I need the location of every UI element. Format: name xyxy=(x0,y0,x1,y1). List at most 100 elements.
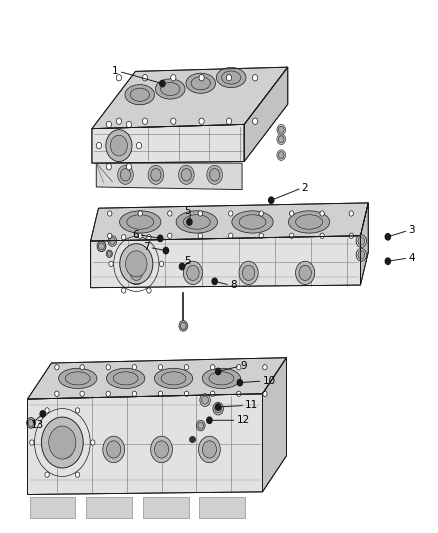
Circle shape xyxy=(215,404,221,410)
Text: 5: 5 xyxy=(184,256,191,266)
Circle shape xyxy=(151,168,161,181)
Circle shape xyxy=(159,261,164,266)
Circle shape xyxy=(277,150,286,160)
Circle shape xyxy=(108,233,112,238)
Circle shape xyxy=(116,118,121,124)
Circle shape xyxy=(158,391,162,397)
Circle shape xyxy=(147,235,151,240)
Circle shape xyxy=(168,211,172,216)
Circle shape xyxy=(30,440,34,445)
Circle shape xyxy=(136,142,141,149)
Circle shape xyxy=(226,75,232,81)
Ellipse shape xyxy=(130,88,149,101)
Circle shape xyxy=(356,235,367,247)
Circle shape xyxy=(349,211,353,216)
Circle shape xyxy=(263,365,267,370)
Ellipse shape xyxy=(184,215,210,229)
Circle shape xyxy=(142,75,148,81)
Circle shape xyxy=(91,440,95,445)
Circle shape xyxy=(155,441,169,458)
Ellipse shape xyxy=(222,71,241,84)
Ellipse shape xyxy=(155,79,185,99)
Circle shape xyxy=(279,152,284,159)
Polygon shape xyxy=(92,67,288,128)
Circle shape xyxy=(40,411,46,417)
Circle shape xyxy=(268,197,274,204)
Ellipse shape xyxy=(65,372,90,385)
Polygon shape xyxy=(96,163,242,190)
Text: 10: 10 xyxy=(262,376,276,386)
Circle shape xyxy=(184,391,189,397)
Circle shape xyxy=(27,418,35,428)
Text: 7: 7 xyxy=(143,243,149,253)
Circle shape xyxy=(110,135,127,156)
Ellipse shape xyxy=(125,85,155,105)
Circle shape xyxy=(198,436,220,463)
Polygon shape xyxy=(91,203,368,241)
Circle shape xyxy=(263,391,267,397)
Circle shape xyxy=(121,288,126,293)
Circle shape xyxy=(45,408,49,413)
Circle shape xyxy=(132,391,137,397)
Circle shape xyxy=(158,235,163,241)
Circle shape xyxy=(49,426,76,459)
Circle shape xyxy=(198,233,202,238)
Circle shape xyxy=(196,420,205,431)
Circle shape xyxy=(211,391,215,397)
Circle shape xyxy=(207,417,212,423)
Circle shape xyxy=(106,122,112,128)
Text: 3: 3 xyxy=(408,225,415,236)
Ellipse shape xyxy=(120,211,161,233)
Circle shape xyxy=(42,417,83,468)
Ellipse shape xyxy=(186,73,215,93)
Circle shape xyxy=(171,118,176,124)
Ellipse shape xyxy=(216,68,246,87)
Circle shape xyxy=(55,365,59,370)
Circle shape xyxy=(215,405,222,413)
Text: 13: 13 xyxy=(31,419,44,430)
Circle shape xyxy=(106,130,132,161)
Circle shape xyxy=(200,394,210,407)
Circle shape xyxy=(126,122,131,128)
Circle shape xyxy=(168,233,172,238)
Circle shape xyxy=(55,391,59,397)
Circle shape xyxy=(80,365,84,370)
Circle shape xyxy=(117,165,133,184)
Circle shape xyxy=(259,233,263,238)
Circle shape xyxy=(356,248,367,261)
Ellipse shape xyxy=(232,211,273,233)
Circle shape xyxy=(179,320,187,331)
Text: 5: 5 xyxy=(184,206,191,216)
Circle shape xyxy=(147,288,151,293)
Circle shape xyxy=(75,472,80,478)
Circle shape xyxy=(209,168,220,181)
Ellipse shape xyxy=(288,211,330,233)
Circle shape xyxy=(199,75,204,81)
Polygon shape xyxy=(262,358,286,492)
Polygon shape xyxy=(28,394,262,495)
Circle shape xyxy=(199,118,204,124)
Circle shape xyxy=(349,233,353,238)
Circle shape xyxy=(106,391,110,397)
Circle shape xyxy=(106,164,112,170)
Circle shape xyxy=(184,261,202,285)
Polygon shape xyxy=(92,124,244,163)
Circle shape xyxy=(151,436,173,463)
Circle shape xyxy=(108,211,112,216)
Circle shape xyxy=(320,233,324,238)
Circle shape xyxy=(198,211,202,216)
Circle shape xyxy=(127,261,146,285)
Circle shape xyxy=(132,365,137,370)
Ellipse shape xyxy=(202,368,240,389)
Circle shape xyxy=(181,168,191,181)
Circle shape xyxy=(107,252,111,256)
Circle shape xyxy=(211,365,215,370)
Circle shape xyxy=(116,75,121,81)
Circle shape xyxy=(121,235,126,240)
Circle shape xyxy=(109,261,113,266)
Circle shape xyxy=(320,211,324,216)
Circle shape xyxy=(96,142,102,149)
Circle shape xyxy=(213,402,223,415)
Circle shape xyxy=(187,219,192,225)
Circle shape xyxy=(279,136,284,143)
